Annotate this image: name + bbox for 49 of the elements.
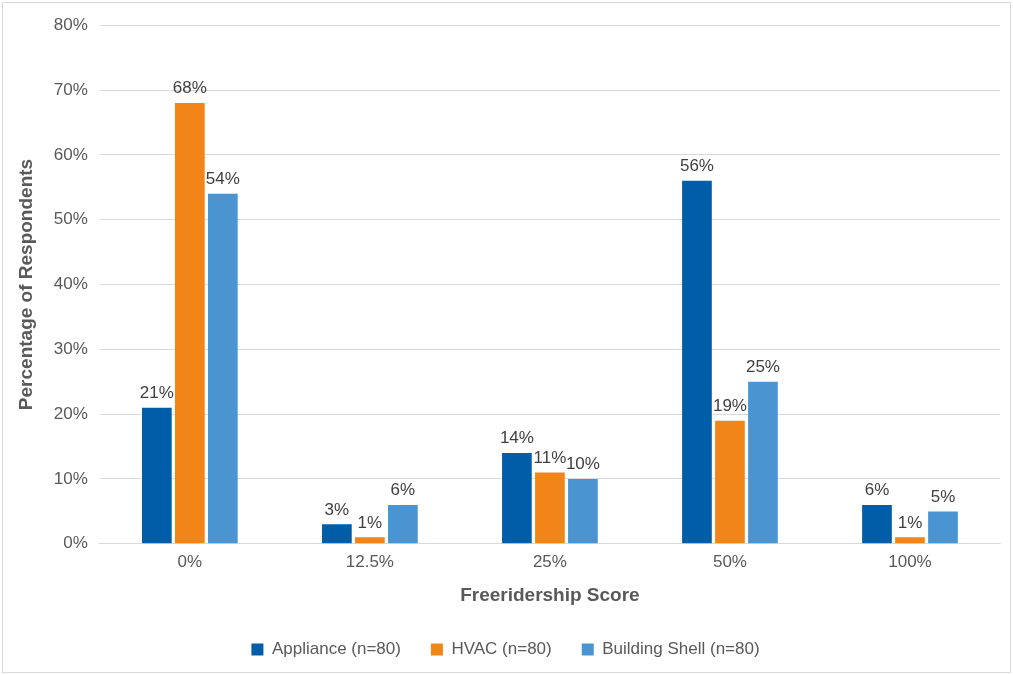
bar (141, 407, 172, 544)
y-tick-label: 80% (53, 14, 88, 34)
x-tick-label: 50% (712, 551, 747, 571)
y-axis-title: Percentage of Respondents (14, 158, 36, 411)
bar (535, 472, 565, 544)
y-tick-label: 10% (53, 468, 88, 488)
legend-label: Appliance (n=80) (271, 639, 401, 659)
y-tick-label: 0% (63, 533, 88, 553)
data-label: 14% (499, 428, 534, 448)
data-label: 3% (324, 499, 350, 519)
y-tick-label: 50% (53, 209, 88, 229)
bar (928, 511, 958, 544)
data-label: 56% (679, 155, 714, 175)
y-tick-label: 40% (53, 274, 88, 294)
y-tick-label: 60% (53, 144, 88, 164)
legend-label: HVAC (n=80) (451, 639, 552, 659)
data-label: 1% (897, 512, 923, 532)
bar (208, 193, 238, 544)
data-label: 11% (533, 447, 567, 467)
bar (682, 180, 712, 544)
data-label: 6% (864, 480, 890, 500)
data-label: 54% (205, 168, 240, 188)
data-label: 10% (565, 454, 600, 474)
bar (715, 420, 745, 544)
x-tick-label: 12.5% (345, 551, 394, 571)
y-tick-label: 70% (53, 79, 88, 99)
x-tick-label: 25% (532, 551, 567, 571)
data-label: 1% (357, 512, 383, 532)
bar (895, 537, 925, 544)
x-tick-label: 0% (177, 551, 203, 571)
y-tick-label: 30% (53, 339, 88, 359)
data-label: 19% (712, 395, 747, 415)
x-tick-label: 100% (888, 551, 932, 571)
data-label: 68% (172, 78, 207, 98)
bar (322, 524, 352, 544)
bar (355, 537, 385, 544)
bar (502, 453, 532, 544)
legend-label: Building Shell (n=80) (602, 639, 760, 659)
data-label: 25% (745, 356, 780, 376)
bar (174, 102, 205, 544)
bar (862, 504, 892, 544)
bar (568, 478, 598, 544)
bar (748, 381, 778, 544)
data-label: 6% (390, 480, 416, 500)
data-label: 21% (139, 382, 174, 402)
bar (388, 504, 418, 544)
x-axis-title: Freeridership Score (460, 583, 640, 605)
data-label: 5% (930, 486, 956, 506)
y-tick-label: 20% (53, 403, 88, 423)
